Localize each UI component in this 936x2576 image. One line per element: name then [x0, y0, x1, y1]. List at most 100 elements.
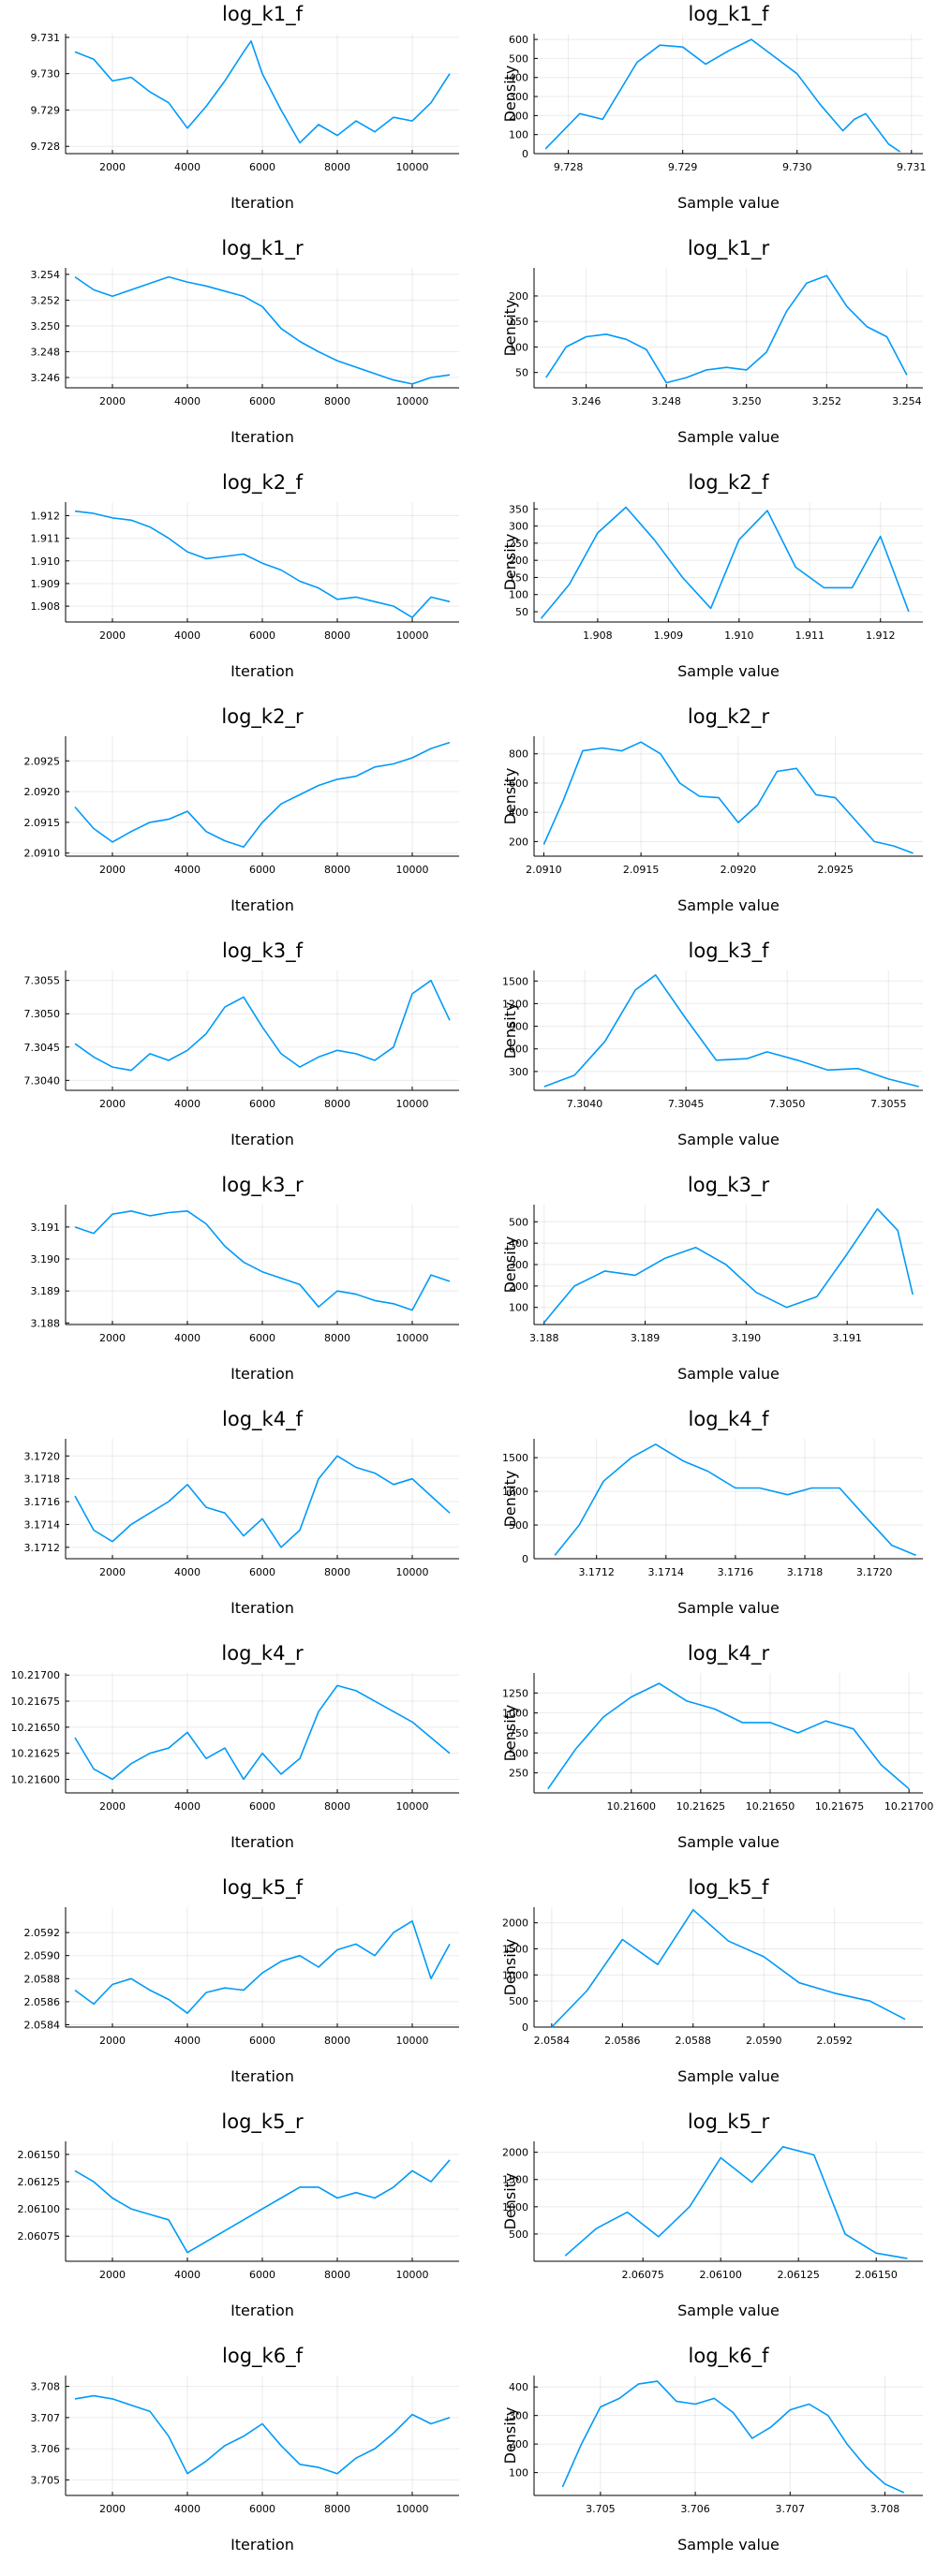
y-tick-label: 50: [515, 606, 528, 618]
chart-title: log_k4_r: [221, 1642, 304, 1666]
y-tick-label: 1000: [502, 2201, 528, 2213]
y-tick-label: 300: [509, 1259, 528, 1271]
chart-title: log_k4_f: [222, 1408, 304, 1431]
y-tick-label: 1000: [502, 1486, 528, 1498]
chart-title: log_k2_f: [222, 471, 304, 495]
y-tick-label: 7.3050: [24, 1008, 61, 1020]
x-tick-label: 8000: [324, 1566, 350, 1578]
chart-panel: log_k3_r 2000 4000 6000 8000 10000 3.188 3.189 3…: [31, 1174, 459, 1383]
y-tick-label: 500: [509, 1747, 528, 1759]
y-tick-label: 400: [509, 2381, 528, 2393]
y-tick-label: 500: [509, 2228, 528, 2241]
x-tick-label: 10000: [396, 2035, 429, 2047]
chart-title: log_k4_f: [689, 1408, 770, 1431]
x-tick-label: 10.21650: [746, 1800, 795, 1813]
x-tick-label: 3.1714: [648, 1566, 685, 1578]
y-tick-label: 2.0592: [24, 1927, 61, 1939]
series-line: [545, 274, 908, 384]
y-tick-label: 1.912: [31, 510, 61, 522]
chart-title: log_k1_r: [221, 237, 304, 260]
chart-panel: log_k4_r 2000 4000 6000 8000 10000 10.21600 10.…: [11, 1642, 459, 1851]
chart-title: log_k1_r: [688, 237, 770, 260]
x-axis-label: Iteration: [230, 896, 294, 914]
y-tick-label: 3.246: [31, 372, 61, 384]
x-axis-label: Sample value: [677, 1365, 780, 1383]
x-tick-label: 10000: [396, 1332, 429, 1344]
y-axis-label: Density: [501, 768, 519, 825]
x-tick-label: 8000: [324, 2269, 350, 2281]
x-tick-label: 6000: [249, 2269, 275, 2281]
x-tick-label: 2000: [99, 1566, 126, 1578]
x-tick-label: 2.0586: [604, 2035, 641, 2047]
y-tick-label: 500: [509, 1519, 528, 1532]
y-tick-label: 100: [509, 129, 528, 141]
chart-panel: log_k5_r 2.06075 2.06100 2.06125 2.06150 500 1…: [501, 2110, 923, 2319]
chart-panel: log_k5_r 2000 4000 6000 8000 10000 2.06075 2.06…: [18, 2110, 459, 2319]
y-tick-label: 200: [509, 2438, 528, 2450]
x-tick-label: 4000: [174, 2269, 201, 2281]
x-tick-label: 8000: [324, 864, 350, 876]
x-tick-label: 3.191: [832, 1332, 862, 1344]
x-tick-label: 9.728: [554, 161, 584, 173]
x-tick-label: 3.706: [680, 2503, 710, 2515]
x-tick-label: 3.248: [651, 395, 681, 407]
y-axis-label: Density: [501, 1236, 519, 1294]
x-tick-label: 2.06100: [699, 2269, 742, 2281]
x-tick-label: 7.3040: [567, 1098, 603, 1110]
x-tick-label: 3.708: [870, 2503, 900, 2515]
y-tick-label: 600: [509, 1044, 528, 1056]
y-tick-label: 2.0910: [24, 848, 61, 860]
x-tick-label: 3.1712: [578, 1566, 615, 1578]
chart-title: log_k2_r: [688, 705, 770, 729]
chart-panel: log_k4_f 3.1712 3.1714 3.1716 3.1718 3.1720 0 5…: [501, 1408, 923, 1617]
y-tick-label: 3.252: [31, 294, 61, 306]
y-tick-label: 250: [509, 538, 528, 550]
y-tick-label: 100: [509, 341, 528, 353]
y-tick-label: 9.728: [31, 141, 61, 153]
y-tick-label: 1000: [502, 1708, 528, 1720]
series-line: [74, 275, 451, 385]
y-tick-label: 2.0920: [24, 786, 61, 798]
x-tick-label: 1.911: [795, 629, 825, 642]
chart-panel: log_k4_r 10.21600 10.21625 10.21650 10.21675…: [501, 1642, 933, 1851]
chart-panel: log_k1_r 3.246 3.248 3.250 3.252 3.254 50 100 15…: [501, 237, 923, 446]
y-tick-label: 600: [509, 777, 528, 790]
series-line: [564, 2146, 908, 2259]
series-line: [543, 1207, 914, 1324]
x-tick-label: 2.0910: [526, 864, 562, 876]
x-tick-label: 2000: [99, 161, 126, 173]
y-tick-label: 2.06100: [18, 2203, 61, 2215]
x-tick-label: 2000: [99, 864, 126, 876]
chart-panel: log_k2_r 2000 4000 6000 8000 10000 2.0910 2.091…: [24, 705, 459, 914]
y-tick-label: 900: [509, 1021, 528, 1033]
x-tick-label: 9.729: [668, 161, 698, 173]
y-tick-label: 100: [509, 2467, 528, 2480]
y-tick-label: 1500: [502, 975, 528, 987]
series-line: [551, 1909, 906, 2028]
chart-panel: log_k1_r 2000 4000 6000 8000 10000 3.246 3.248 3…: [31, 237, 459, 446]
x-axis-label: Iteration: [230, 662, 294, 680]
y-axis-label: Density: [501, 1939, 519, 1996]
x-tick-label: 10.21675: [815, 1800, 865, 1813]
x-axis-label: Sample value: [677, 428, 780, 446]
x-tick-label: 6000: [249, 1332, 275, 1344]
y-tick-label: 3.1716: [24, 1496, 61, 1508]
y-tick-label: 2.0925: [24, 755, 61, 767]
x-tick-label: 3.188: [529, 1332, 559, 1344]
y-tick-label: 3.254: [31, 269, 61, 281]
chart-panel: log_k2_f 2000 4000 6000 8000 10000 1.908 1.909 1…: [31, 471, 459, 680]
y-tick-label: 2000: [502, 2147, 528, 2159]
x-tick-label: 3.250: [732, 395, 762, 407]
y-tick-label: 2.06075: [18, 2230, 61, 2243]
x-tick-label: 4000: [174, 2035, 201, 2047]
chart-panel: log_k3_f 2000 4000 6000 8000 10000 7.3040 7.304…: [24, 940, 459, 1148]
x-tick-label: 2.0588: [676, 2035, 712, 2047]
x-tick-label: 8000: [324, 395, 350, 407]
y-tick-label: 0: [522, 2021, 528, 2034]
y-tick-label: 150: [509, 316, 528, 328]
x-tick-label: 3.705: [586, 2503, 616, 2515]
y-tick-label: 750: [509, 1727, 528, 1740]
x-tick-label: 1.909: [654, 629, 684, 642]
series-line: [561, 2380, 905, 2494]
